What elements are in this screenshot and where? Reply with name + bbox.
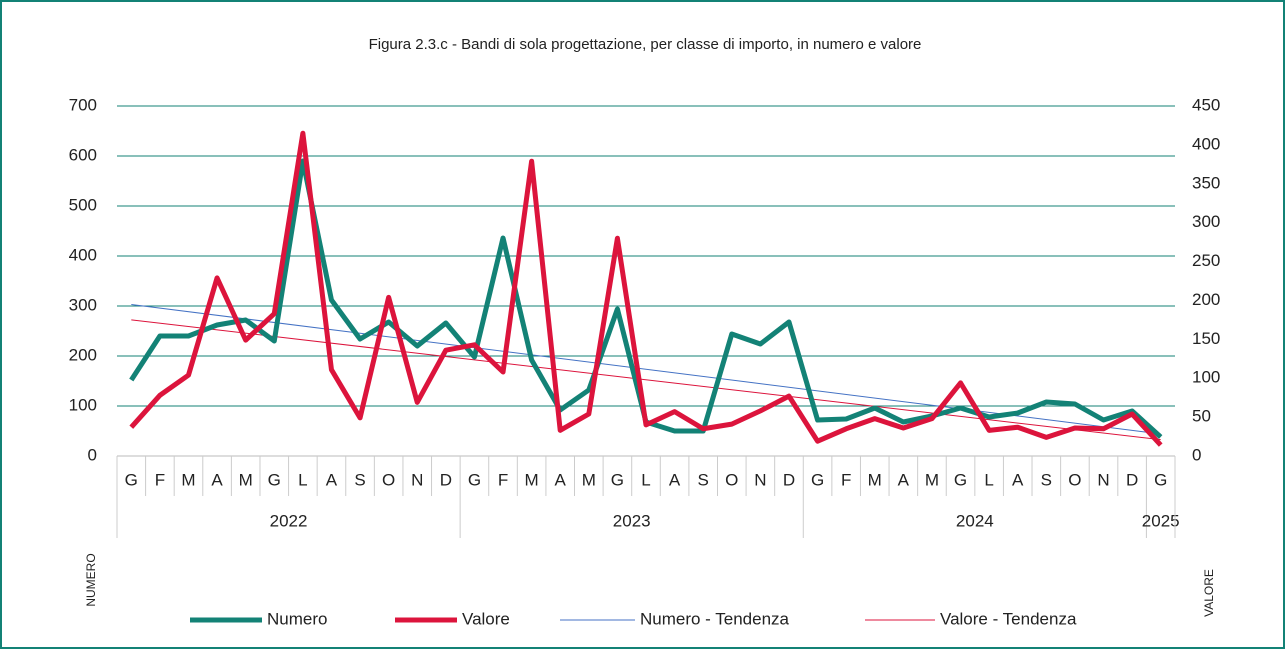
y-tick-label: 100: [69, 395, 97, 414]
x-group-label: 2024: [956, 511, 994, 530]
y2-tick-label: 400: [1192, 134, 1220, 153]
x-tick-label: A: [326, 470, 338, 489]
x-tick-label: M: [925, 470, 939, 489]
x-tick-label: L: [984, 470, 993, 489]
y2-tick-label: 450: [1192, 95, 1220, 114]
x-tick-label: S: [698, 470, 709, 489]
x-tick-label: M: [239, 470, 253, 489]
legend-label: Numero - Tendenza: [640, 609, 790, 628]
legend-label: Numero: [267, 609, 327, 628]
y2-tick-label: 50: [1192, 407, 1211, 426]
x-tick-label: O: [382, 470, 395, 489]
y-tick-label: 600: [69, 145, 97, 164]
x-group-label: 2022: [270, 511, 308, 530]
x-tick-label: F: [498, 470, 508, 489]
series-line: [129, 130, 1163, 447]
x-tick-label: D: [1126, 470, 1138, 489]
y2-tick-label: 200: [1192, 290, 1220, 309]
chart-title: Figura 2.3.c - Bandi di sola progettazio…: [369, 36, 922, 53]
legend-label: Valore - Tendenza: [940, 609, 1077, 628]
x-group-label: 2023: [613, 511, 651, 530]
trend-line: [131, 304, 1161, 435]
x-tick-label: A: [669, 470, 681, 489]
x-tick-label: G: [611, 470, 624, 489]
y2-tick-label: 300: [1192, 212, 1220, 231]
x-tick-label: N: [411, 470, 423, 489]
legend-label: Valore: [462, 609, 510, 628]
x-tick-label: O: [1068, 470, 1081, 489]
y-tick-label: 500: [69, 195, 97, 214]
x-tick-label: S: [354, 470, 365, 489]
y-tick-label: 400: [69, 245, 97, 264]
x-tick-label: D: [440, 470, 452, 489]
x-tick-label: G: [468, 470, 481, 489]
x-tick-label: M: [582, 470, 596, 489]
x-tick-label: O: [725, 470, 738, 489]
y-tick-label: 300: [69, 295, 97, 314]
x-tick-label: A: [555, 470, 567, 489]
x-tick-label: N: [754, 470, 766, 489]
y2-tick-label: 250: [1192, 251, 1220, 270]
x-tick-label: G: [125, 470, 138, 489]
x-tick-label: A: [211, 470, 223, 489]
x-tick-label: S: [1041, 470, 1052, 489]
x-tick-label: F: [155, 470, 165, 489]
y-axis-title: NUMERO: [84, 553, 98, 606]
x-tick-label: M: [525, 470, 539, 489]
x-tick-label: G: [268, 470, 281, 489]
x-tick-label: A: [898, 470, 910, 489]
y2-tick-label: 100: [1192, 368, 1220, 387]
y-tick-label: 700: [69, 95, 97, 114]
x-tick-label: G: [811, 470, 824, 489]
x-tick-label: A: [1012, 470, 1024, 489]
x-tick-label: N: [1097, 470, 1109, 489]
x-tick-label: M: [868, 470, 882, 489]
x-tick-label: M: [181, 470, 195, 489]
x-tick-label: G: [954, 470, 967, 489]
x-tick-label: L: [641, 470, 650, 489]
x-tick-label: F: [841, 470, 851, 489]
trend-line: [131, 319, 1161, 441]
x-group-label: 2025: [1142, 511, 1180, 530]
y2-axis-title: VALORE: [1202, 569, 1216, 617]
y-tick-label: 200: [69, 345, 97, 364]
y-tick-label: 0: [88, 445, 97, 464]
x-tick-label: G: [1154, 470, 1167, 489]
y2-tick-label: 150: [1192, 329, 1220, 348]
y2-tick-label: 350: [1192, 173, 1220, 192]
x-tick-label: L: [298, 470, 307, 489]
x-tick-label: D: [783, 470, 795, 489]
y2-tick-label: 0: [1192, 445, 1201, 464]
